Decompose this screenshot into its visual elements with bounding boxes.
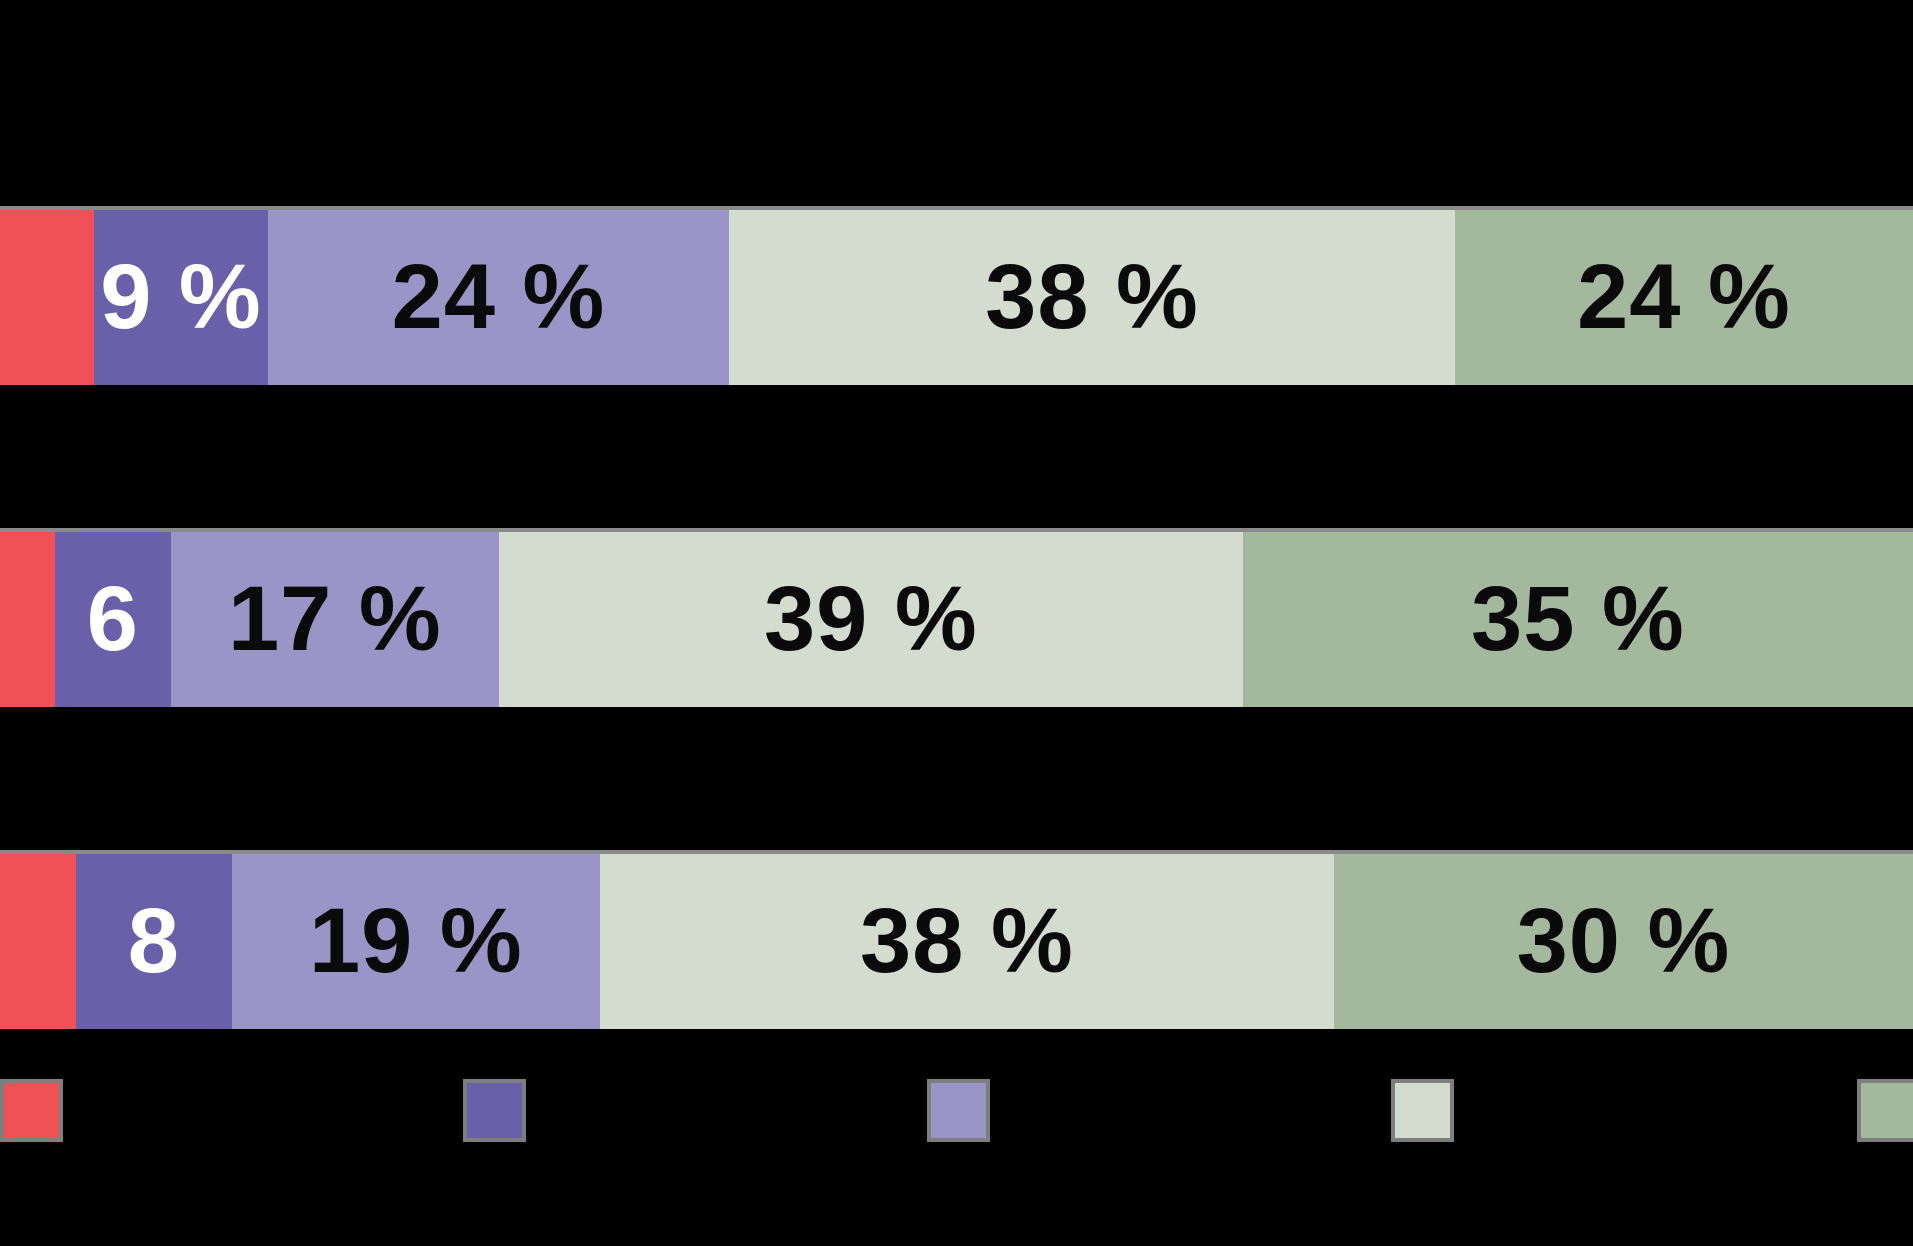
bar-segment — [0, 210, 94, 385]
segment-value-label: 35 % — [1471, 568, 1685, 670]
bar-segment: 6 — [54, 532, 171, 707]
segment-value-label: 39 % — [764, 568, 978, 670]
bar-segment: 38 % — [599, 854, 1334, 1029]
segment-value-label: 24 % — [1577, 246, 1791, 348]
segment-value-label: 6 — [86, 568, 139, 670]
bar-segment: 24 % — [1455, 210, 1913, 385]
bar-segment: 35 % — [1242, 532, 1913, 707]
segment-value-label: 24 % — [391, 246, 606, 348]
bar-segment: 24 % — [268, 210, 730, 385]
segment-value-label: 38 % — [985, 246, 1199, 348]
segment-value-label: 9 % — [100, 246, 262, 348]
legend-swatch-pale-green — [1391, 1079, 1454, 1142]
legend — [0, 1079, 1913, 1142]
bar-segment: 9 % — [93, 210, 268, 385]
segment-value-label: 30 % — [1516, 890, 1731, 992]
legend-swatch-medium-green — [1857, 1079, 1913, 1142]
segment-value-label: 38 % — [860, 890, 1074, 992]
segment-value-label: 8 — [127, 890, 180, 992]
bar-segment: 17 % — [170, 532, 499, 707]
legend-swatch-dark-purple — [463, 1079, 526, 1142]
bar-segment: 8 — [75, 854, 232, 1029]
legend-swatch-red — [0, 1079, 63, 1142]
legend-swatch-light-purple — [927, 1079, 990, 1142]
bar-row-2: 6 17 % 39 % 35 % — [0, 528, 1913, 707]
bar-segment: 19 % — [231, 854, 600, 1029]
segment-value-label: 17 % — [228, 568, 442, 670]
bar-row-1: 9 % 24 % 38 % 24 % — [0, 206, 1913, 385]
bar-segment — [0, 854, 76, 1029]
bar-row-3: 8 19 % 38 % 30 % — [0, 850, 1913, 1029]
segment-value-label: 19 % — [309, 890, 523, 992]
bar-segment: 39 % — [498, 532, 1243, 707]
bar-segment: 30 % — [1333, 854, 1913, 1029]
bar-segment — [0, 532, 55, 707]
bar-segment: 38 % — [729, 210, 1455, 385]
